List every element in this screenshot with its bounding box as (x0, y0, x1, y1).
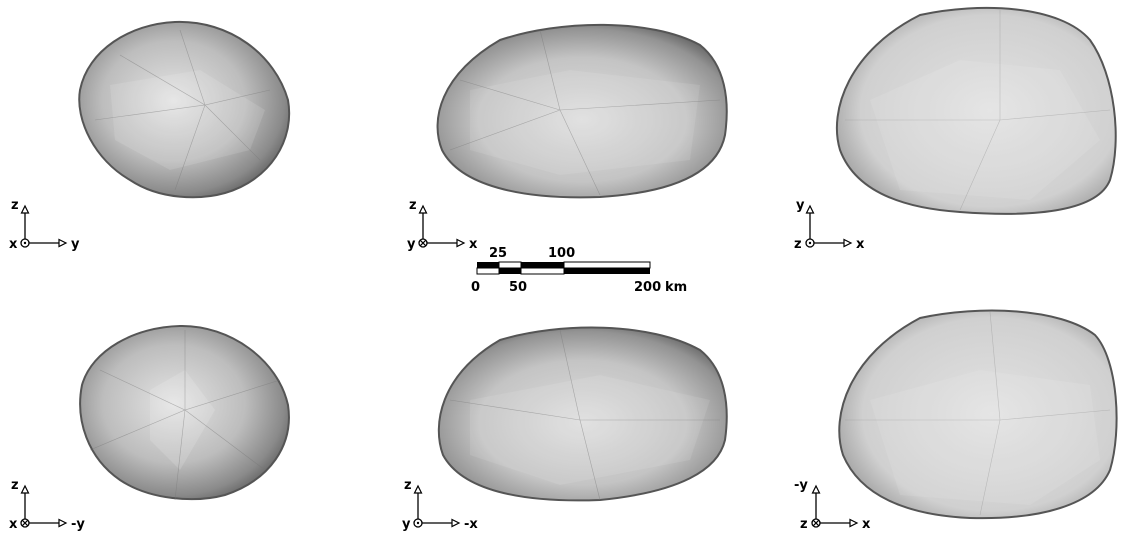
axis-label-out: x (9, 517, 18, 532)
axis-triad-1: z y x (9, 198, 80, 252)
axis-triad-4: z -y x (9, 478, 85, 532)
scale-label-100: 100 (548, 246, 575, 261)
scale-bar-segment (477, 262, 499, 268)
axis-label-up: z (11, 478, 19, 493)
axis-label-right: -x (464, 517, 478, 532)
arrow-right-icon (58, 238, 68, 248)
axis-triad-6: -y x z (794, 478, 871, 532)
axis-label-right: x (469, 237, 478, 252)
shape-view-5 (437, 326, 728, 502)
axis-label-up: z (11, 198, 19, 213)
axis-label-out: z (794, 237, 802, 252)
arrow-up-icon (805, 204, 815, 214)
scale-bar-segment (498, 261, 522, 269)
axis-triad-2: z x y (407, 198, 478, 252)
shape-view-4 (79, 324, 290, 501)
shape-view-3 (835, 6, 1117, 215)
axis-label-out: x (9, 237, 18, 252)
scale-bar-segment (476, 267, 500, 275)
shape-view-2 (436, 23, 728, 199)
arrow-right-icon (843, 238, 853, 248)
scale-label-25: 25 (489, 246, 507, 261)
arrow-right-icon (849, 518, 859, 528)
axis-label-out: y (407, 237, 416, 252)
arrow-up-icon (20, 484, 30, 494)
scale-bar-segment (520, 267, 565, 275)
axis-triad-5: z -x y (402, 478, 478, 532)
axis-label-up: z (404, 478, 412, 493)
scale-label-50: 50 (509, 280, 527, 295)
arrow-right-icon (456, 238, 466, 248)
arrow-right-icon (451, 518, 461, 528)
axis-label-out: y (402, 517, 411, 532)
axis-label-right: x (862, 517, 871, 532)
arrow-up-icon (811, 484, 821, 494)
scale-bar-segment (563, 261, 651, 269)
scale-label-0: 0 (471, 280, 480, 295)
arrow-up-icon (413, 484, 423, 494)
axis-triad-3: y x z (794, 198, 865, 252)
axis-label-right: y (71, 237, 80, 252)
axis-label-out: z (800, 517, 808, 532)
arrow-up-icon (20, 204, 30, 214)
arrow-right-icon (58, 518, 68, 528)
scale-bar: 25 100 0 50 200 km (471, 246, 687, 295)
axis-label-up: y (796, 198, 805, 213)
axis-label-right: -y (71, 517, 85, 532)
scale-bar-segment (499, 268, 521, 274)
arrow-up-icon (418, 204, 428, 214)
scale-label-200: 200 (634, 280, 661, 295)
scale-bar-segment (564, 268, 650, 274)
scale-unit-label: km (665, 280, 687, 295)
axis-label-up: -y (794, 478, 808, 493)
axis-label-up: z (409, 198, 417, 213)
scale-bar-segment (521, 262, 564, 268)
axis-label-right: x (856, 237, 865, 252)
shape-view-6 (838, 309, 1118, 520)
shape-view-1 (78, 20, 291, 199)
